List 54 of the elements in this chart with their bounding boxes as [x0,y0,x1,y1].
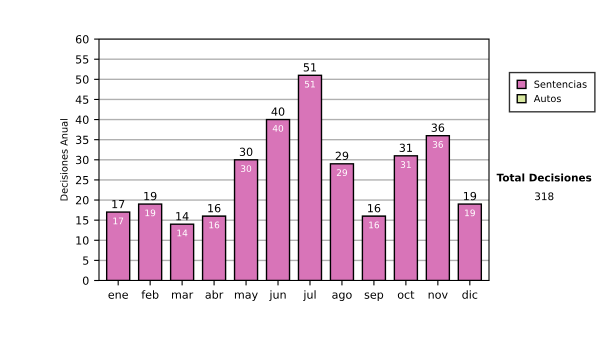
x-tick-label: sep [364,292,384,301]
y-tick-label: 0 [82,276,89,285]
legend-label: Sentencias [534,80,587,88]
x-tick-label: dic [462,290,478,299]
data-label: 51 [304,80,315,88]
data-label: 16 [209,222,220,228]
data-label: 36 [432,141,444,148]
x-tick-label: nov [428,292,448,299]
x-tick-label: ago [332,292,352,301]
data-label: 19 [145,209,156,216]
total-label: 16 [208,204,220,212]
total-label: 51 [304,63,316,72]
y-tick-label: 30 [76,156,89,164]
x-tick-label: jun [269,290,286,301]
text: Total Decisiones [496,173,592,182]
total-label: 19 [464,192,476,200]
y-tick-label: 45 [76,96,88,104]
total-label: 31 [400,144,412,152]
x-tick-label: ene [108,292,128,299]
y-tick-label: 5 [83,256,88,265]
data-label: 14 [177,230,188,236]
y-tick-label: 40 [76,116,89,124]
x-tick-label: feb [142,290,158,299]
x-tick-label: oct [398,290,414,299]
total-label: 19 [144,192,156,200]
data-label: 30 [240,165,252,172]
data-label: 16 [369,222,380,228]
data-label: 19 [465,209,475,216]
y-tick-label: 50 [76,75,89,84]
x-tick-label: jul [303,290,316,301]
y-tick-label: 60 [76,35,89,44]
data-label: 17 [113,218,124,224]
y-axis-title: Decisiones Anual [60,119,68,200]
x-tick-label: mar [172,292,194,299]
text: 318 [535,192,554,200]
total-label: 40 [271,107,284,116]
total-label: 30 [240,148,252,156]
x-tick-label: may [234,292,258,301]
y-tick-label: 55 [76,55,88,64]
y-tick-label: 25 [76,176,88,184]
data-label: 31 [400,161,411,168]
total-label: 17 [112,200,124,208]
y-tick-label: 10 [76,236,89,245]
y-tick-label: 20 [76,196,89,204]
y-tick-label: 35 [76,136,88,144]
total-label: 14 [176,212,189,220]
legend-label: Autos [534,94,561,102]
total-label: 16 [368,204,380,212]
total-label: 36 [432,123,444,132]
data-label: 29 [336,169,348,176]
y-tick-label: 15 [76,216,88,225]
data-label: 40 [272,124,284,132]
total-label: 29 [336,152,348,160]
x-tick-label: abr [206,290,224,299]
